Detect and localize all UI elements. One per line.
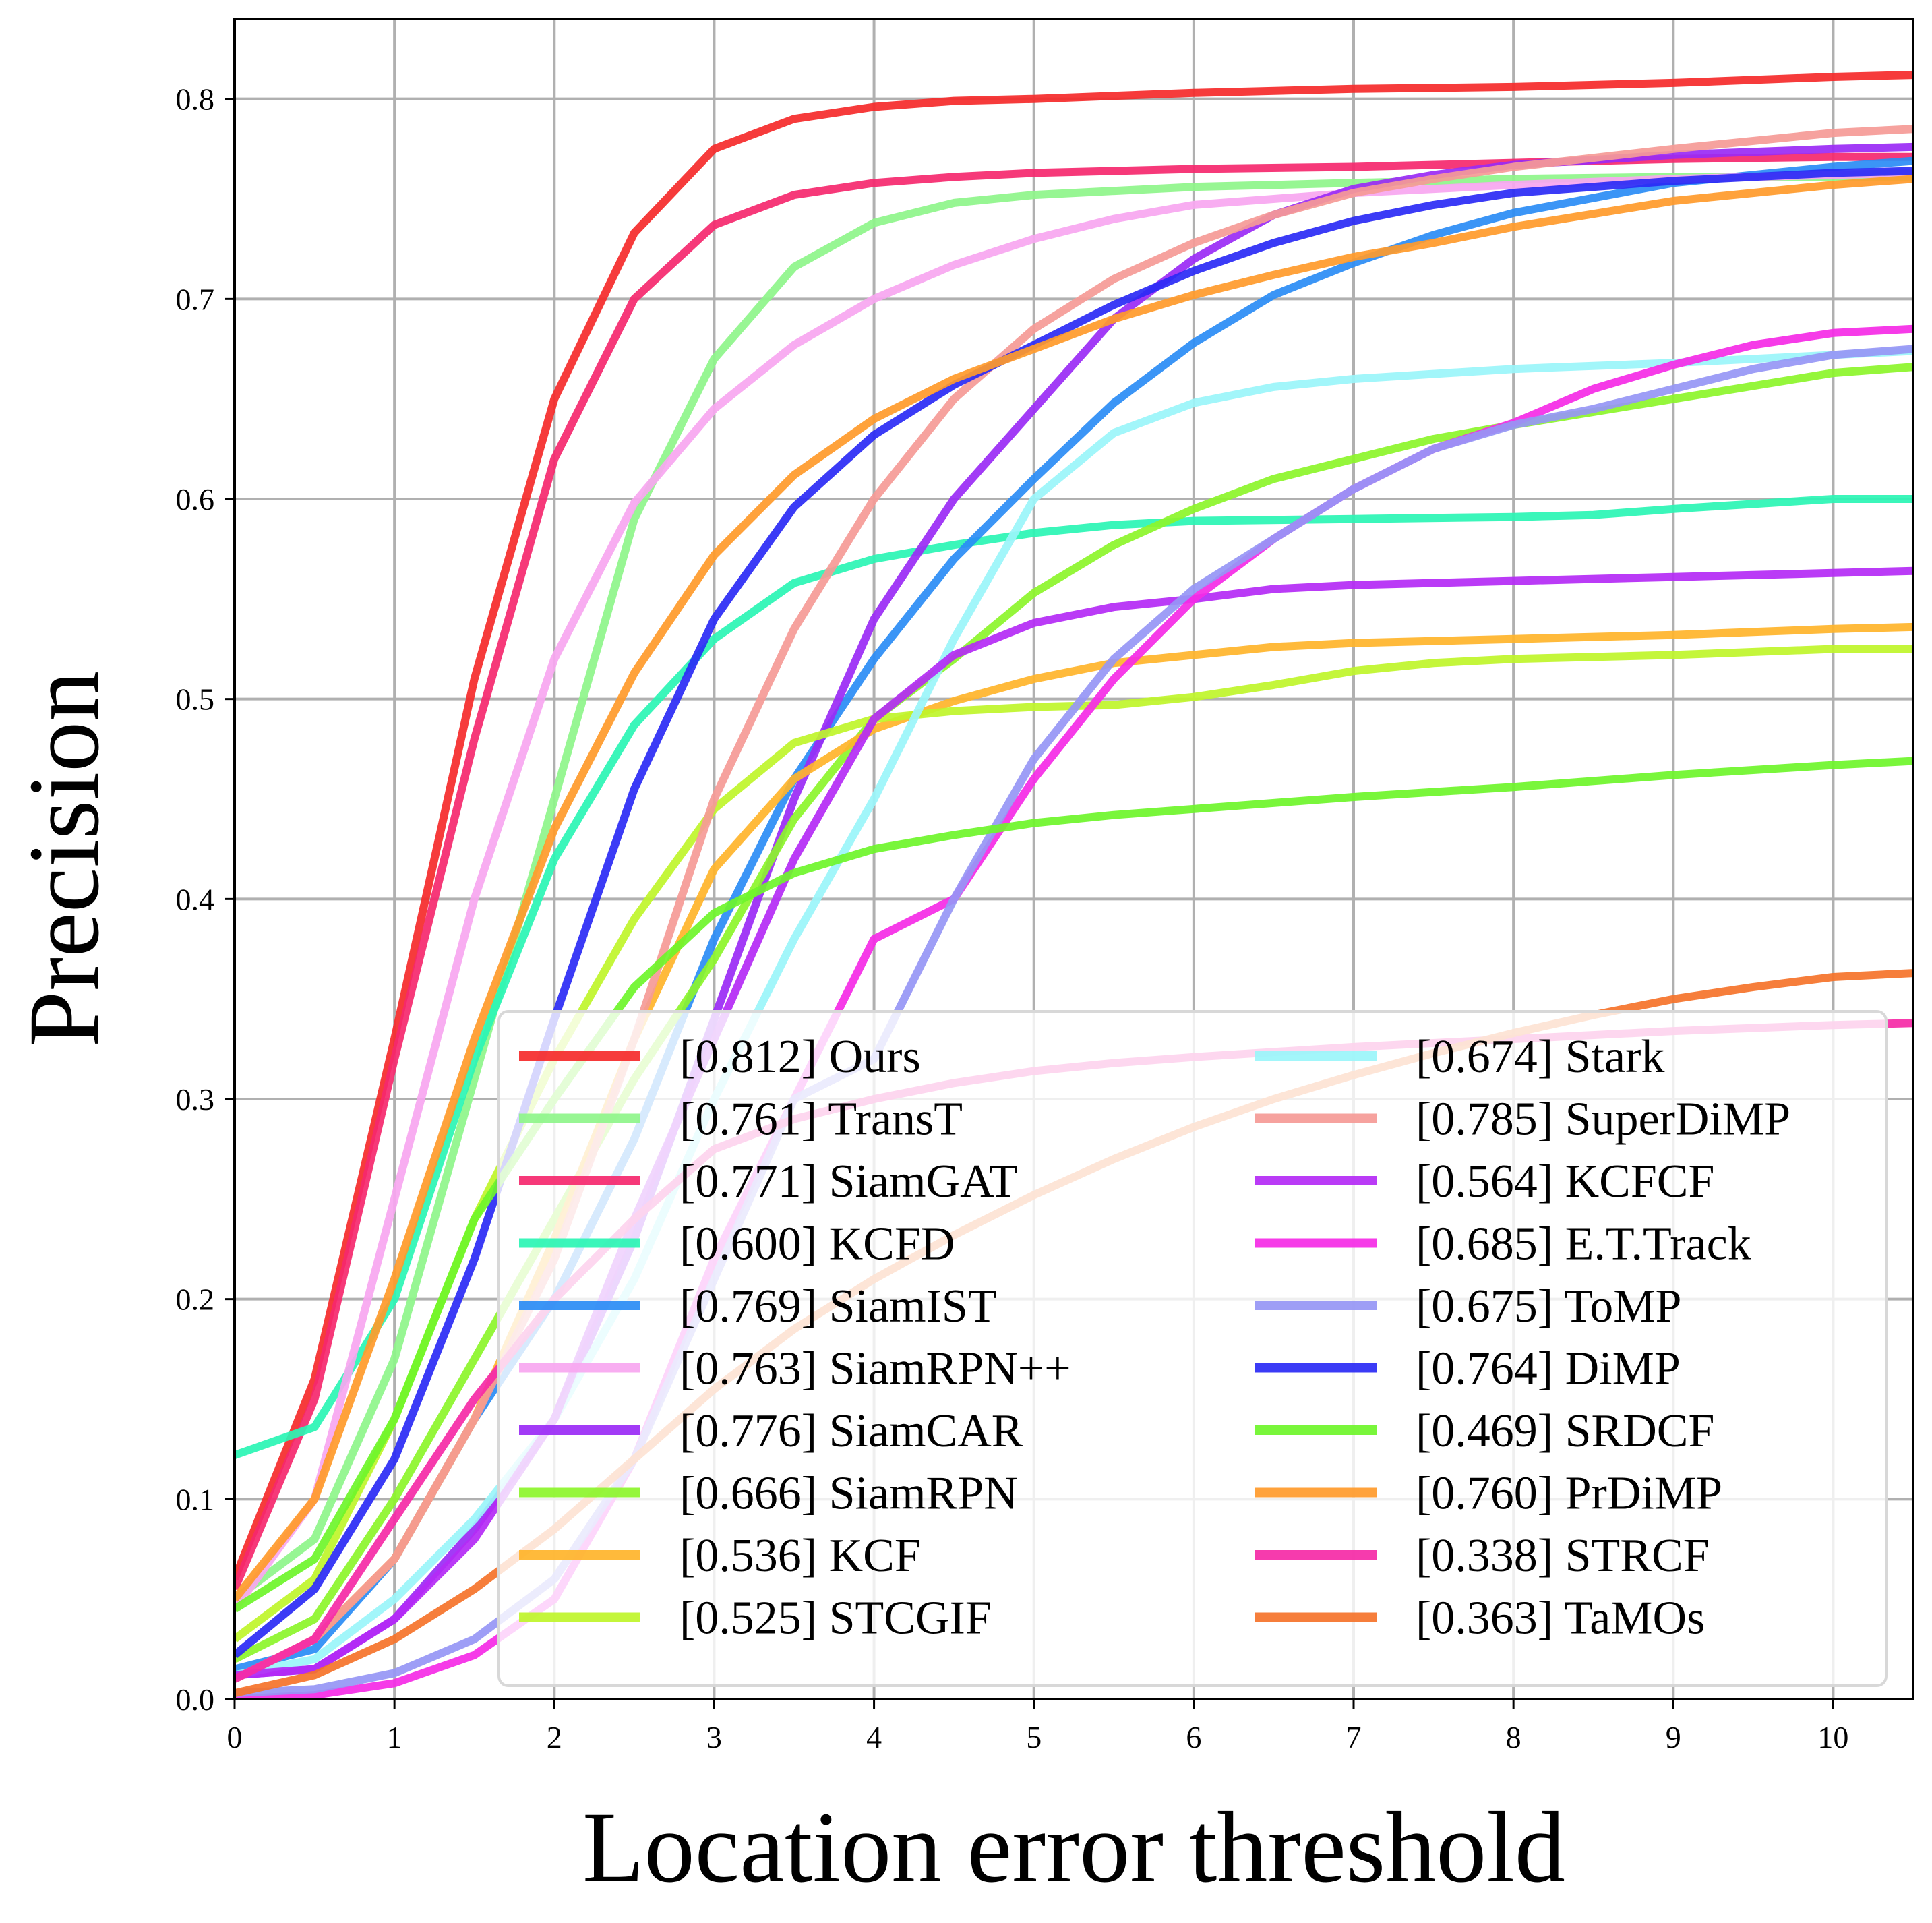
series-line-kcfd <box>235 495 1913 1459</box>
legend-label-siamist: [0.769] SiamIST <box>680 1280 997 1332</box>
x-tick-label: 5 <box>1026 1720 1042 1754</box>
series-line-transt <box>235 173 1913 1603</box>
x-tick-label: 4 <box>866 1720 882 1754</box>
y-tick-label: 0.2 <box>176 1282 215 1317</box>
x-axis-label: Location error threshold <box>582 1792 1565 1903</box>
y-tick-label: 0.7 <box>176 282 215 316</box>
legend-label-tomp: [0.675] ToMP <box>1416 1280 1681 1332</box>
x-tick-label: 8 <box>1506 1720 1521 1754</box>
legend-box <box>497 1010 1888 1687</box>
x-tick-label: 6 <box>1186 1720 1201 1754</box>
y-tick-label: 0.0 <box>176 1682 215 1717</box>
legend-label-e-t-track: [0.685] E.T.Track <box>1416 1218 1751 1270</box>
series-line-siamrpn <box>235 169 1913 1612</box>
legend-label-siamrpn: [0.666] SiamRPN <box>680 1468 1018 1520</box>
legend-label-siamcar: [0.776] SiamCAR <box>680 1405 1023 1457</box>
legend-label-transt: [0.761] TransT <box>680 1094 963 1146</box>
x-tick-label: 1 <box>387 1720 402 1754</box>
y-tick-label: 0.4 <box>176 882 215 916</box>
legend-label-stcgif: [0.525] STCGIF <box>680 1593 992 1645</box>
x-tick-label: 7 <box>1346 1720 1362 1754</box>
axis-ticks: 0 1 2 3 4 5 6 7 8 9 10 0.0 0.1 0.2 0.3 0.4 0.5 0.6 0.7 0.8 <box>176 82 1849 1754</box>
legend-label-superdimp: [0.785] SuperDiMP <box>1416 1094 1790 1146</box>
x-tick-label: 2 <box>547 1720 562 1754</box>
legend-label-stark: [0.674] Stark <box>1416 1031 1664 1083</box>
series-lines <box>235 71 1913 1699</box>
legend-label-ours: [0.812] Ours <box>680 1031 921 1083</box>
series-line-ours <box>235 71 1913 1581</box>
legend-label-kcfcf: [0.564] KCFCF <box>1416 1156 1714 1208</box>
y-axis-label: Precision <box>8 671 120 1047</box>
legend-label-tamos: [0.363] TaMOs <box>1416 1593 1705 1645</box>
legend-label-siamgat: [0.771] SiamGAT <box>680 1156 1018 1208</box>
series-line-stark <box>235 347 1913 1680</box>
legend-label-strcf: [0.338] STRCF <box>1416 1530 1710 1582</box>
x-tick-label: 9 <box>1666 1720 1681 1754</box>
x-tick-label: 0 <box>227 1720 243 1754</box>
x-tick-label: 10 <box>1817 1720 1848 1754</box>
y-tick-label: 0.1 <box>176 1482 215 1516</box>
legend-label-dimp: [0.764] DiMP <box>1416 1343 1681 1395</box>
series-line-srdcf <box>235 757 1913 1613</box>
legend: [0.812] Ours [0.761] TransT [0.771] SiamGA… <box>497 1010 1888 1687</box>
y-tick-label: 0.8 <box>176 82 215 117</box>
legend-label-kcfd: [0.600] KCFD <box>680 1218 955 1270</box>
x-tick-label: 3 <box>706 1720 722 1754</box>
y-tick-label: 0.5 <box>176 682 215 717</box>
series-line-prdimp <box>235 175 1913 1602</box>
legend-label-siamrpn: [0.763] SiamRPN++ <box>680 1343 1071 1395</box>
series-line-kcfcf <box>235 566 1913 1680</box>
plot-frame <box>233 18 1914 1700</box>
y-tick-label: 0.6 <box>176 482 215 516</box>
legend-label-kcf: [0.536] KCF <box>680 1530 921 1582</box>
legend-label-prdimp: [0.760] PrDiMP <box>1416 1468 1722 1520</box>
y-tick-label: 0.3 <box>176 1082 215 1117</box>
legend-label-srdcf: [0.469] SRDCF <box>1416 1405 1714 1457</box>
